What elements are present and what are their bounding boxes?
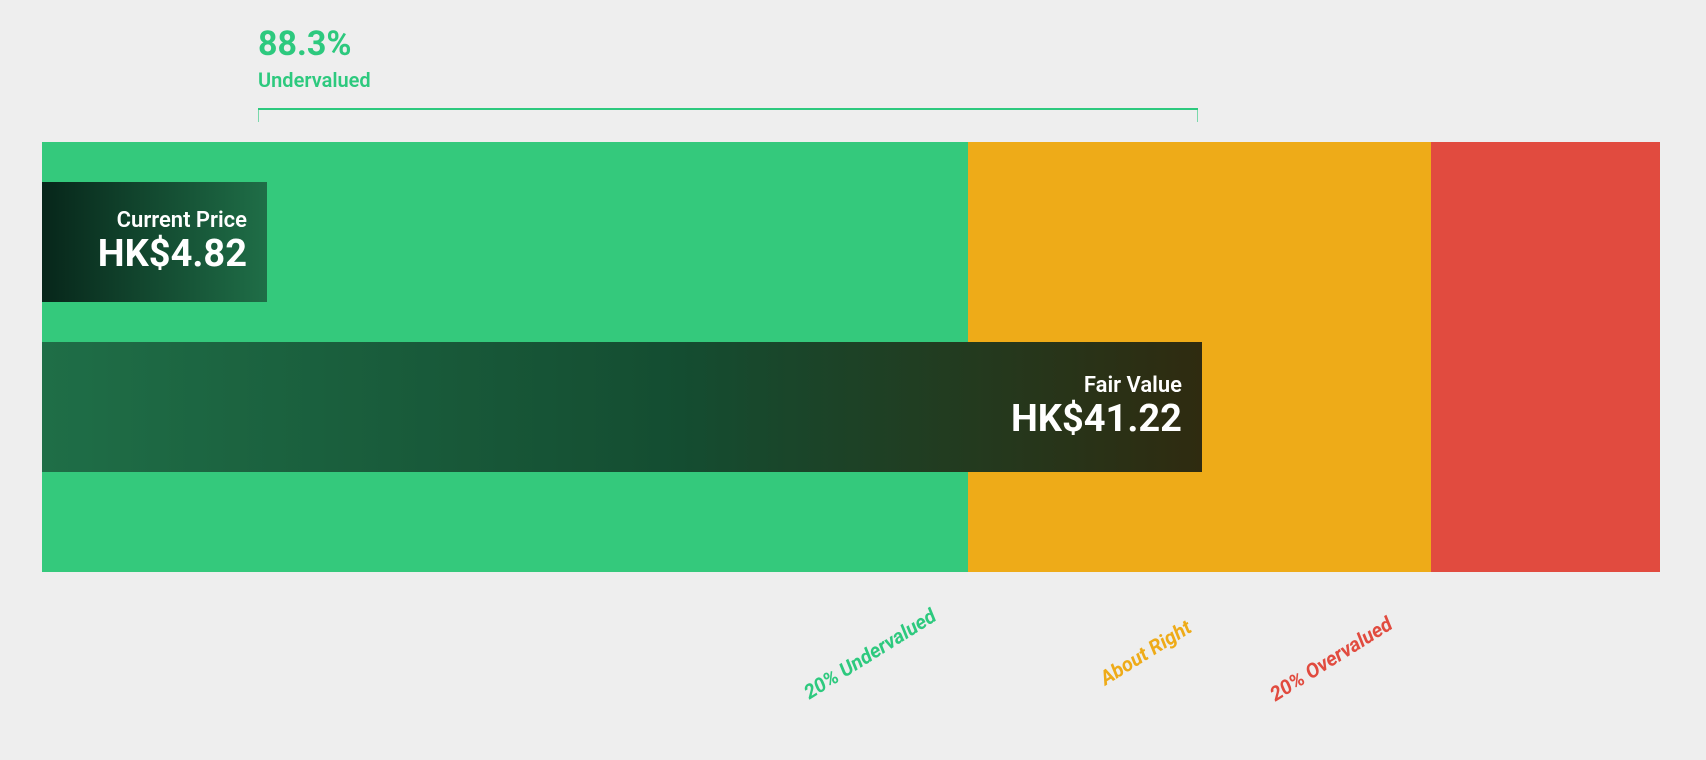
valuation-bracket [258,108,1198,110]
bar-segment-overvalued [1431,142,1660,572]
valuation-percent: 88.3% [258,24,371,64]
current-price-box: Current PriceHK$4.82 [42,182,267,302]
valuation-status-label: Undervalued [258,68,371,92]
valuation-annotation: 88.3% Undervalued [258,24,371,92]
current-price-label: Current Price [62,208,247,233]
current-price-value: HK$4.82 [62,233,247,277]
zone-label-0: 20% Undervalued [799,603,940,704]
zone-label-2: 20% Overvalued [1265,612,1396,706]
fair-value-label: Fair Value [62,373,1182,398]
fair-value-value: HK$41.22 [62,398,1182,442]
zone-label-1: About Right [1095,615,1195,690]
fair-value-box: Fair ValueHK$41.22 [42,342,1202,472]
